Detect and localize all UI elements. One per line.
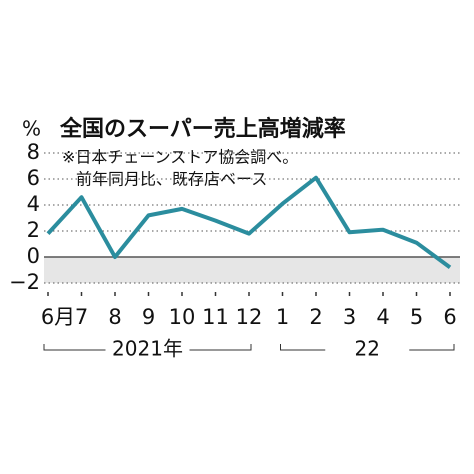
x-tick-label: 6 [443,305,456,329]
subtitle: 前年同月比、既存店ベース [76,170,267,189]
y-tick-label: 0 [27,244,40,268]
x-tick-label: 6月 [41,305,75,329]
group-label-bg [105,338,190,362]
group-label-bg [325,338,410,362]
x-tick-label: 4 [376,305,389,329]
y-tick-label: −2 [9,270,40,294]
y-axis-label: % [22,117,41,141]
x-tick-label: 11 [202,305,229,329]
x-tick-label: 2 [309,305,322,329]
x-tick-label: 3 [343,305,356,329]
group-label: 2021年 [112,337,183,361]
x-tick-label: 5 [410,305,423,329]
y-tick-label: 2 [27,218,40,242]
line [46,175,452,270]
x-tick-label: 1 [276,305,289,329]
y-tick-label: 6 [27,166,40,190]
x-tick-label: 7 [75,305,88,329]
x-tick-label: 12 [236,305,263,329]
y-tick-label: 8 [27,140,40,164]
y-tick-label: 4 [27,192,40,216]
group-label: 22 [355,337,380,361]
x-tick-label: 8 [108,305,121,329]
negative-area [44,257,460,283]
x-tick-label: 9 [142,305,155,329]
subtitle: ※日本チェーンストア協会調べ。 [62,148,298,167]
x-tick-label: 10 [169,305,196,329]
chart-title: 全国のスーパー売上高増減率 [59,116,346,142]
